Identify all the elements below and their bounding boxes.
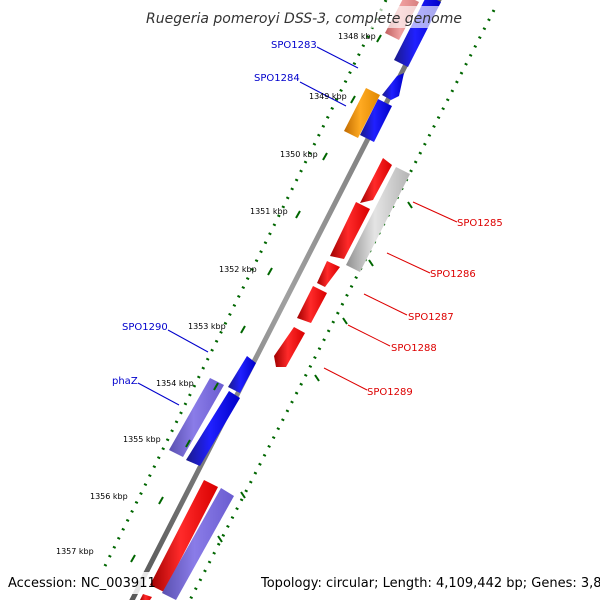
leader-spo1288 [347, 324, 391, 347]
gene-bottom-red[interactable] [140, 594, 152, 600]
footer-backing-left [4, 572, 150, 594]
gene-spo1290[interactable] [228, 356, 256, 393]
kbp-tick [267, 267, 273, 276]
kbp-tick [185, 439, 191, 448]
title-backing [142, 6, 458, 28]
topology-text: Topology: circular; Length: 4,109,442 bp… [260, 576, 600, 591]
gene-spo1287[interactable] [317, 261, 340, 287]
gene-labels: SPO1283 SPO1284 SPO1285 SPO1286 SPO1287 … [112, 40, 503, 398]
leader-spo1290 [167, 329, 209, 353]
kbp-label: 1356 kbp [90, 492, 128, 501]
kbp-tick [217, 535, 223, 543]
kbp-tick [295, 210, 301, 219]
gene-label-spo1286[interactable]: SPO1286 [430, 269, 476, 280]
kbp-tick [130, 554, 136, 563]
forward-strand-genes [150, 0, 441, 592]
kbp-tick [350, 95, 356, 104]
leader-spo1283 [316, 46, 359, 69]
leader-phaz [137, 382, 180, 406]
leader-spo1289 [323, 367, 368, 391]
kbp-label: 1348 kbp [338, 32, 376, 41]
gene-label-phaz[interactable]: phaZ [112, 376, 138, 387]
kbp-label: 1350 kbp [280, 150, 318, 159]
kbp-labels: 1348 kbp 1349 kbp 1350 kbp 1351 kbp 1352… [56, 32, 376, 556]
gene-label-spo1289[interactable]: SPO1289 [367, 387, 413, 398]
kbp-tick [314, 374, 320, 382]
leader-spo1286 [386, 252, 431, 274]
kbp-label: 1349 kbp [309, 92, 347, 101]
gene-spo1288[interactable] [297, 286, 327, 323]
gene-1356-light[interactable] [162, 488, 234, 600]
gene-phaz[interactable] [186, 391, 240, 466]
gene-spo1284[interactable] [360, 99, 392, 142]
kbp-label: 1353 kbp [188, 322, 226, 331]
gene-spo1284-head[interactable] [382, 73, 404, 100]
gene-spo1289[interactable] [274, 327, 305, 367]
kbp-label: 1351 kbp [250, 207, 288, 216]
kbp-tick [376, 34, 382, 43]
kbp-tick [322, 152, 328, 161]
kbp-tick [240, 491, 246, 499]
gene-label-spo1288[interactable]: SPO1288 [391, 343, 437, 354]
gene-rna[interactable] [344, 88, 380, 138]
accession-text: Accession: NC_003911 [8, 576, 156, 591]
gene-phaz-light[interactable] [169, 378, 224, 457]
kbp-tick [213, 382, 219, 391]
kbp-label: 1355 kbp [123, 435, 161, 444]
gene-label-spo1290[interactable]: SPO1290 [122, 322, 168, 333]
gene-label-spo1283[interactable]: SPO1283 [271, 40, 317, 51]
leader-spo1284 [299, 81, 347, 107]
kbp-label: 1354 kbp [156, 379, 194, 388]
kbp-ticks [130, 34, 413, 563]
gene-1356-red[interactable] [150, 480, 218, 592]
gene-spo1285[interactable] [360, 158, 392, 203]
gene-label-spo1284[interactable]: SPO1284 [254, 73, 300, 84]
footer-backing-right [256, 572, 596, 594]
tick-track-outer [101, 0, 388, 571]
kbp-tick [407, 201, 413, 209]
gene-label-spo1287[interactable]: SPO1287 [408, 312, 454, 323]
kbp-tick [342, 317, 348, 325]
leader-spo1287 [363, 293, 408, 316]
kbp-label: 1352 kbp [219, 265, 257, 274]
kbp-label: 1357 kbp [56, 547, 94, 556]
label-leaders [137, 46, 458, 406]
gene-spo1286[interactable] [330, 202, 370, 259]
reverse-strand-genes [140, 158, 410, 600]
kbp-tick [158, 496, 164, 505]
kbp-tick [240, 325, 246, 334]
tick-track-inner [188, 9, 496, 600]
kbp-tick [368, 259, 374, 267]
gene-label-spo1285[interactable]: SPO1285 [457, 218, 503, 229]
leader-spo1285 [412, 201, 458, 223]
gene-spo1285-light[interactable] [346, 167, 410, 272]
map-title: Ruegeria pomeroyi DSS-3, complete genome [146, 11, 462, 27]
